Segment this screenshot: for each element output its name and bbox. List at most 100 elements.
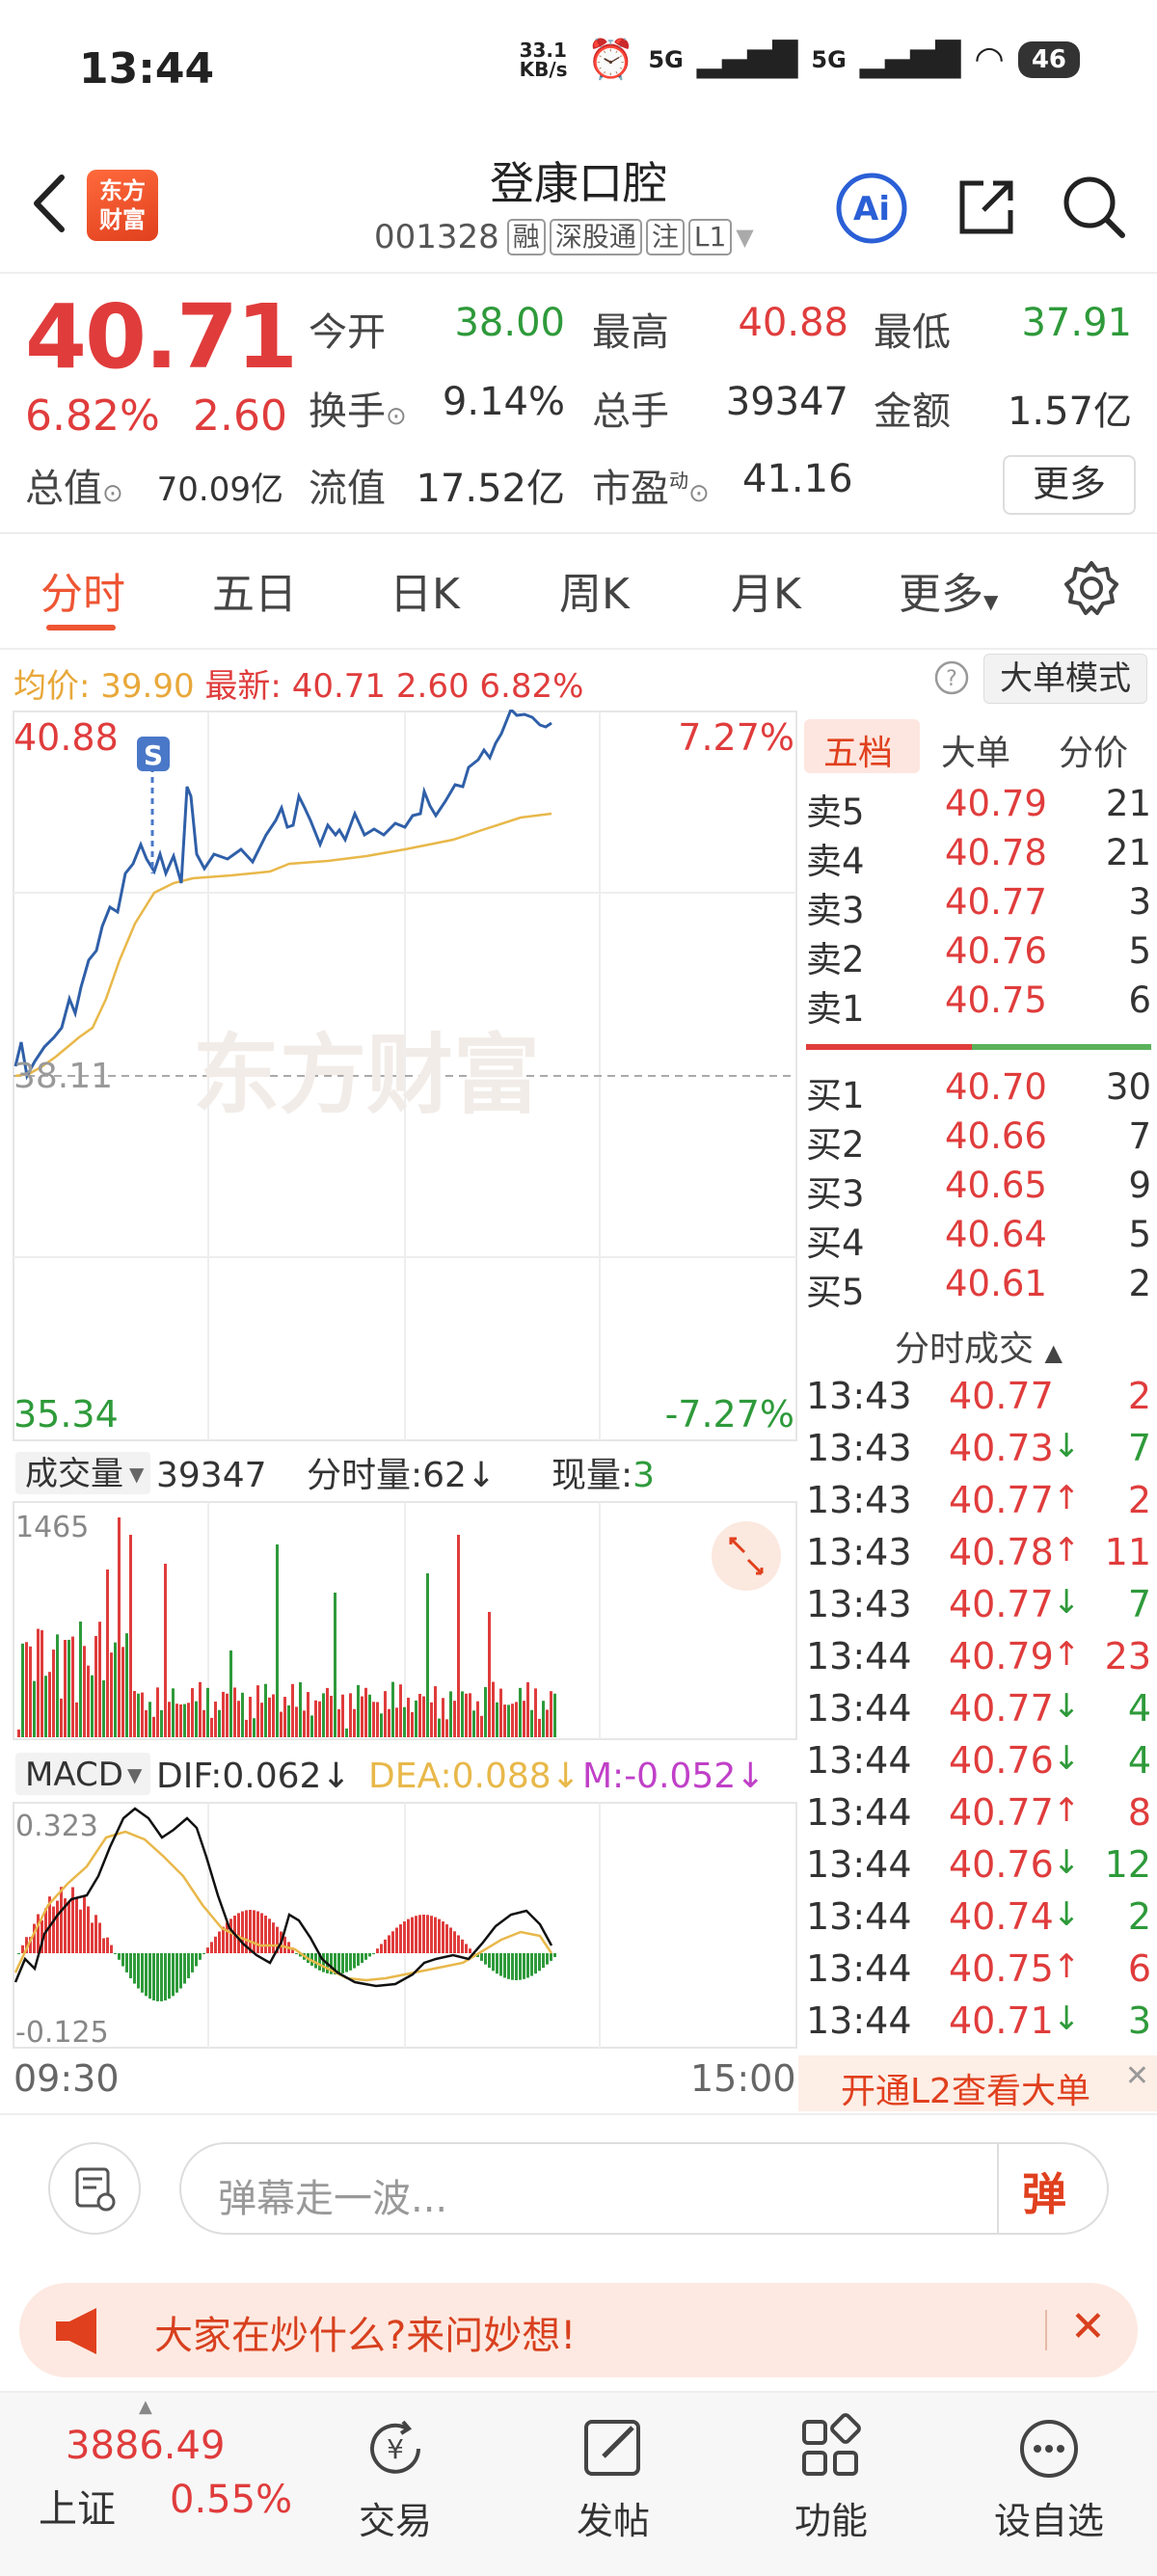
macd-bar [91, 1922, 94, 1953]
promo-banner[interactable]: 大家在炒什么?来问妙想! ✕ [19, 2283, 1138, 2377]
index-ticker[interactable]: ▲ 3886.49 上证 0.55% [0, 2393, 309, 2576]
ask-volume: 3 [1128, 881, 1151, 923]
tab-big-order[interactable]: 大单 [941, 734, 1011, 773]
tick-time: 13:44 [806, 1687, 912, 1730]
nav-watchlist[interactable]: 设自选 [982, 2412, 1117, 2544]
expand-button[interactable] [712, 1521, 781, 1591]
last-price: 40.71 [25, 285, 298, 389]
volume-bar [465, 1693, 468, 1737]
signal-marker-icon[interactable] [137, 737, 170, 771]
volume-bar [442, 1698, 444, 1737]
bid-row[interactable]: 买5 40.61 2 [806, 1263, 1151, 1313]
bid-row[interactable]: 买3 40.65 9 [806, 1165, 1151, 1215]
macd-bar [465, 1944, 468, 1953]
macd-bar [499, 1953, 502, 1976]
volume-bar [272, 1694, 275, 1737]
tick-direction-icon: ↓ [1053, 1687, 1081, 1726]
avg-price-info: 均价: 39.90 最新: 40.71 2.60 6.82% [13, 659, 583, 707]
volume-bar [87, 1665, 90, 1737]
gear-icon[interactable] [1063, 559, 1120, 617]
volume-bar [83, 1646, 86, 1737]
macd-bar [21, 1945, 24, 1953]
volume-bar [361, 1696, 363, 1737]
tab-five-level[interactable]: 五档 [823, 734, 894, 773]
info-icon[interactable]: ⊙ [688, 479, 710, 508]
bid-level: 买4 [806, 1222, 865, 1264]
macd-selector[interactable] [15, 1753, 150, 1795]
nav-post-label: 发帖 [576, 2500, 650, 2542]
close-icon[interactable]: ✕ [1070, 2302, 1106, 2351]
battery-icon: 46 [1017, 40, 1080, 78]
status-icons: 33.1 KB/s ⏰ 5G ▂▄▆█ 5G ▂▄▆█ ◠ 46 [520, 37, 1080, 82]
close-icon[interactable]: ✕ [1124, 2059, 1149, 2093]
tab-monthly-k[interactable]: 月K [731, 570, 801, 619]
danmu-input[interactable] [179, 2142, 1109, 2235]
svg-text:¥: ¥ [387, 2433, 404, 2465]
chevron-down-icon[interactable]: ▼ [736, 224, 754, 251]
bid-row[interactable]: 买2 40.66 7 [806, 1115, 1151, 1166]
l2-upgrade-banner[interactable]: 开通L2查看大单 ✕ [798, 2055, 1157, 2111]
latest-change: 2.60 [395, 667, 470, 706]
volume-selector[interactable] [15, 1452, 150, 1494]
nav-functions[interactable]: 功能 [764, 2412, 899, 2544]
ask-row[interactable]: 卖2 40.76 5 [806, 930, 1151, 980]
volume-bar [283, 1697, 286, 1737]
nav-post[interactable]: 发帖 [546, 2412, 681, 2544]
tick-volume: 2 [1127, 1895, 1151, 1938]
comment-list-icon[interactable] [48, 2142, 141, 2235]
macd-bar [175, 1953, 178, 1993]
index-price: 3886.49 [66, 2424, 226, 2468]
bid-volume: 2 [1128, 1263, 1151, 1304]
tick-row: 13:44 40.71 ↓ 3 [806, 1999, 1151, 2052]
macd-bar [67, 1901, 70, 1953]
quote-more-button[interactable]: 更多 [1003, 455, 1136, 515]
info-icon[interactable]: ⊙ [102, 479, 123, 508]
tab-weekly-k[interactable]: 周K [559, 570, 630, 619]
ai-assistant-icon[interactable]: Ai [835, 172, 908, 245]
tick-price: 40.77 [949, 1791, 1054, 1834]
ask-row[interactable]: 卖1 40.75 6 [806, 979, 1151, 1030]
big-order-mode-button[interactable]: 大单模式 [983, 654, 1147, 704]
tab-intraday[interactable]: 分时 [40, 570, 125, 619]
macd-bar [384, 1939, 387, 1953]
share-icon[interactable] [955, 175, 1018, 239]
ask-level: 卖5 [806, 792, 865, 833]
search-icon[interactable] [1061, 174, 1128, 241]
volume-bar [418, 1693, 421, 1737]
ask-row[interactable]: 卖4 40.78 21 [806, 832, 1151, 882]
intraday-chart[interactable]: 东方财富 S 40.88 38.11 35.34 7.27% -7.27% 成交… [0, 710, 800, 2055]
ask-row[interactable]: 卖5 40.79 21 [806, 783, 1151, 833]
tab-more[interactable]: 更多▼ [899, 559, 998, 621]
tick-price: 40.77 [949, 1375, 1054, 1417]
mktcap-value: 70.09亿 [156, 470, 283, 509]
macd-bar [118, 1953, 121, 1960]
volume-bar [172, 1688, 175, 1737]
pct-high-label: 7.27% [678, 716, 794, 759]
info-icon[interactable]: ⊙ [386, 402, 407, 431]
back-icon[interactable] [27, 170, 69, 237]
macd-bar [453, 1931, 456, 1953]
ask-row[interactable]: 卖3 40.77 3 [806, 881, 1151, 931]
volume-bar [148, 1702, 151, 1737]
volume-bar [291, 1683, 294, 1737]
tab-price-split[interactable]: 分价 [1059, 734, 1129, 773]
status-time: 13:44 [79, 44, 215, 94]
tick-trades-title[interactable]: 分时成交 ▲ [806, 1321, 1151, 1371]
help-icon[interactable]: ? [933, 659, 970, 696]
macd-bar [291, 1947, 294, 1953]
volume-bar [280, 1711, 283, 1737]
volume-bar [118, 1517, 121, 1737]
danmu-send-button[interactable]: 弹 [1022, 2168, 1066, 2220]
macd-bar [79, 1909, 82, 1953]
volume-bar [102, 1679, 105, 1737]
signal-5g-label-2: 5G [811, 45, 847, 73]
tab-five-day[interactable]: 五日 [212, 570, 297, 619]
bid-row[interactable]: 买1 40.70 30 [806, 1066, 1151, 1116]
macd-bar [148, 1953, 151, 1999]
nav-trade[interactable]: ¥ 交易 [328, 2412, 463, 2544]
bid-row[interactable]: 买4 40.64 5 [806, 1214, 1151, 1264]
volume-bar [195, 1701, 198, 1737]
tab-daily-k[interactable]: 日K [390, 570, 460, 619]
caret-up-icon: ▲ [139, 2397, 152, 2417]
macd-bar [407, 1919, 410, 1953]
